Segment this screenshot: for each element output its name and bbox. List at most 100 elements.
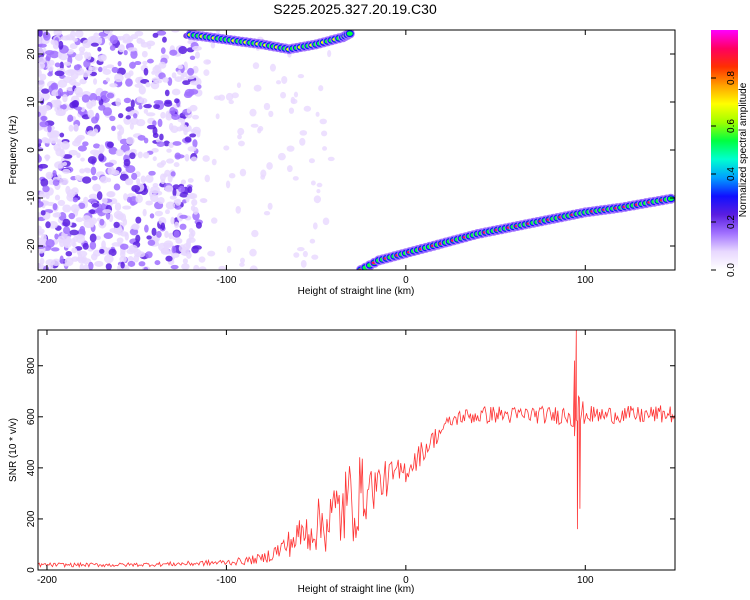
y-tick-label: 600: [26, 408, 37, 425]
heatmap-cell: [103, 30, 114, 35]
heatmap-cell: [177, 64, 184, 70]
heatmap-cell: [174, 204, 182, 210]
spectrogram-xlabel: Height of straight line (km): [298, 286, 415, 297]
heatmap-cell: [145, 112, 156, 117]
heatmap-cell: [87, 109, 94, 119]
heatmap-cell: [78, 46, 86, 53]
heatmap-cell: [72, 241, 77, 248]
heatmap-cell: [189, 104, 198, 112]
heatmap-cell: [151, 227, 157, 237]
heatmap-cell: [185, 75, 196, 80]
heatmap-cell: [225, 180, 231, 189]
heatmap-cell: [171, 113, 180, 121]
heatmap-cell: [120, 261, 125, 269]
heatmap-cell: [172, 188, 177, 197]
heatmap-cell: [228, 99, 234, 105]
heatmap-cell: [174, 98, 180, 104]
heatmap-cell: [170, 30, 180, 33]
heatmap-cell: [142, 151, 150, 159]
heatmap-cell: [97, 66, 103, 73]
heatmap-cell: [45, 138, 52, 144]
heatmap-cell: [38, 56, 47, 65]
heatmap-cell: [251, 229, 259, 238]
colorbar-tick-label: 0.8: [726, 71, 737, 85]
heatmap-cell: [297, 73, 305, 79]
heatmap-cell: [190, 205, 196, 212]
heatmap-cell: [103, 232, 113, 240]
heatmap-cell: [79, 51, 85, 56]
heatmap-cell: [109, 227, 119, 233]
heatmap-cell: [250, 123, 259, 128]
heatmap-cell: [89, 241, 97, 250]
heatmap-cell: [123, 264, 130, 270]
heatmap-cell: [103, 254, 114, 264]
heatmap-cell: [72, 37, 79, 42]
heatmap-cell: [135, 216, 142, 224]
heatmap-cell: [59, 177, 69, 186]
heatmap-cell: [127, 47, 138, 52]
heatmap-cell: [156, 230, 162, 238]
heatmap-cell: [104, 162, 114, 168]
heatmap-cell: [45, 50, 55, 56]
heatmap-cell: [170, 264, 179, 270]
heatmap-cell: [193, 264, 200, 270]
heatmap-cell: [175, 238, 183, 244]
heatmap-cell: [142, 60, 148, 66]
heatmap-cell: [249, 248, 257, 257]
heatmap-cell: [309, 238, 316, 244]
heatmap-cell: [321, 130, 328, 137]
colorbar-tick-label: 0.0: [726, 263, 737, 277]
heatmap-cell: [302, 250, 308, 258]
heatmap-cell: [138, 104, 143, 110]
colorbar-tick-label: 0.2: [726, 215, 737, 229]
heatmap-cell: [187, 146, 197, 152]
heatmap-cell: [128, 244, 138, 252]
heatmap-cell: [81, 176, 92, 184]
heatmap-cell: [136, 251, 146, 258]
heatmap-cell: [263, 102, 271, 111]
heatmap-cell: [109, 35, 119, 45]
heatmap-cell: [102, 106, 113, 116]
heatmap-cell: [178, 185, 186, 193]
heatmap-cell: [173, 230, 180, 238]
heatmap-cell: [145, 174, 154, 183]
heatmap-cell: [131, 172, 138, 180]
heatmap-cell: [75, 30, 84, 38]
heatmap-cell: [123, 218, 128, 226]
heatmap-cell: [68, 149, 78, 156]
heatmap-cell: [179, 214, 188, 219]
heatmap-cell: [79, 78, 87, 85]
heatmap-cell: [266, 162, 273, 170]
heatmap-cell: [299, 130, 308, 136]
heatmap-cell: [113, 221, 120, 228]
heatmap-cell: [64, 257, 74, 267]
heatmap-cell: [231, 92, 239, 99]
heatmap-cell: [136, 118, 146, 127]
x-tick-label: -100: [216, 275, 236, 286]
heatmap-cell: [152, 156, 157, 162]
colorbar-tick-label: 0.6: [726, 119, 737, 133]
heatmap-cell: [299, 137, 306, 146]
heatmap-cell: [239, 257, 245, 264]
heatmap-cell: [42, 185, 50, 193]
heatmap-cell: [179, 124, 188, 131]
colorbar-label: Normalized spectral amplitude: [738, 82, 749, 217]
heatmap-cell: [191, 245, 199, 254]
heatmap-cell: [124, 72, 132, 79]
heatmap-cell: [82, 242, 89, 250]
heatmap-cell: [175, 154, 185, 159]
heatmap-cell: [293, 91, 299, 98]
heatmap-cell: [169, 195, 177, 200]
heatmap-cell: [79, 263, 85, 270]
heatmap-cell: [156, 141, 165, 147]
heatmap-cell: [286, 165, 293, 173]
heatmap-cell: [38, 163, 49, 169]
heatmap-cell: [102, 209, 112, 214]
heatmap-cell: [68, 212, 76, 220]
heatmap-cell: [101, 197, 108, 204]
heatmap-cell: [52, 40, 59, 49]
heatmap-cell: [57, 199, 66, 206]
heatmap-cell: [189, 80, 199, 86]
heatmap-cell: [39, 73, 47, 81]
heatmap-cell: [297, 246, 305, 252]
